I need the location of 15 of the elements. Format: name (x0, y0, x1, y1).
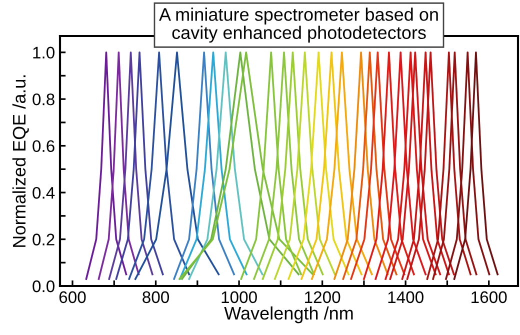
y-tick-label: 0.6 (32, 140, 54, 152)
x-tick-label: 1600 (472, 291, 507, 304)
x-tick-label: 1200 (305, 291, 340, 304)
y-tick-label: 0.2 (32, 234, 54, 246)
y-tick-label: 1.0 (33, 46, 54, 59)
y-tick-label: 0.8 (32, 93, 54, 106)
y-tick-label: 0.4 (32, 186, 55, 199)
x-axis-title: Wavelength /nm (224, 306, 353, 324)
x-tick-label: 600 (59, 291, 86, 304)
chart-title: A miniature spectrometer based on cavity enhanced photodetectors (159, 8, 438, 43)
y-axis-title: Normalized EQE /a.u. (12, 75, 29, 247)
x-tick-label: 1400 (388, 291, 424, 304)
x-tick-label: 1000 (222, 291, 257, 304)
y-tick-label: 0.0 (32, 280, 54, 292)
x-tick-label: 800 (142, 291, 170, 304)
